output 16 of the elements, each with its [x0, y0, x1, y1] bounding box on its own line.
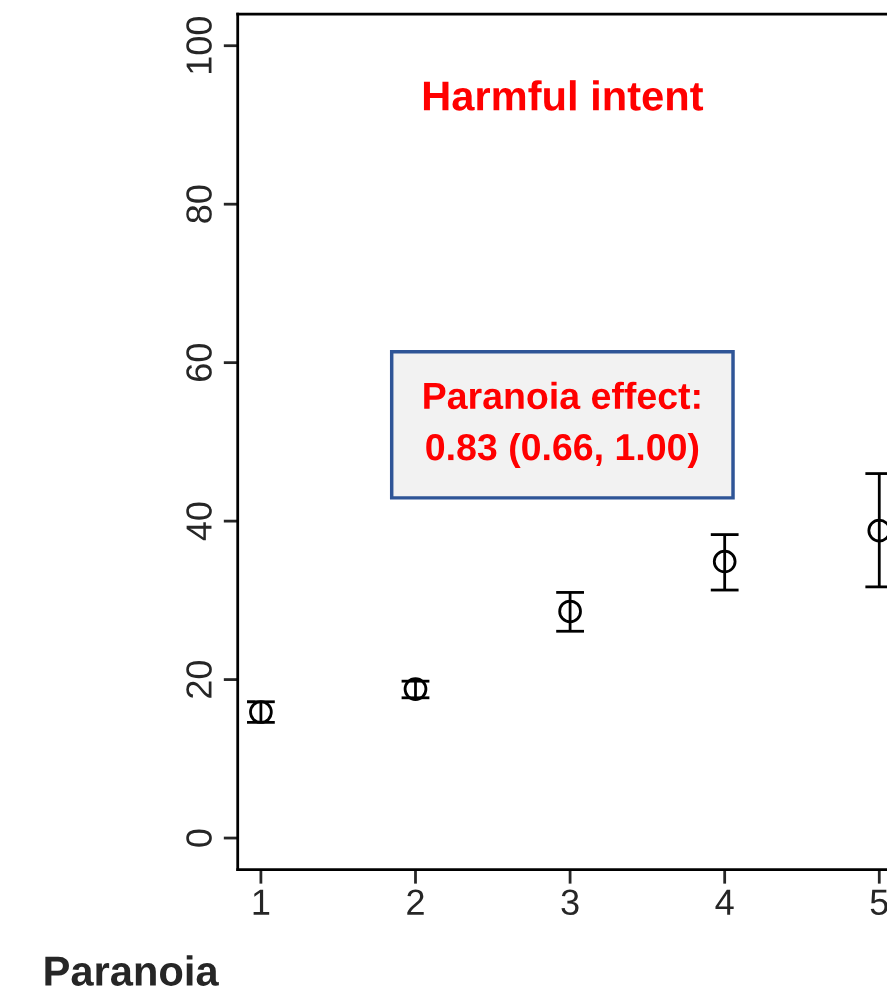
annotation: Paranoia effect: 0.83 (0.66, 1.00) [424, 381, 700, 468]
y-tick-label: 0 [186, 829, 212, 847]
x-axis-title: Paranoia [45, 955, 219, 986]
y-tick-label: 20 [186, 660, 212, 698]
x-tick-label: 4 [715, 889, 734, 915]
y-tick-label: 40 [186, 502, 212, 541]
point [712, 549, 737, 574]
y-tick-label: 80 [186, 185, 212, 223]
y-tick-label: 100 [186, 17, 212, 74]
x-tick-label: 2 [407, 889, 424, 915]
point [558, 599, 582, 624]
x-tick-label: 1 [253, 889, 270, 915]
y-tick-label: 60 [186, 343, 212, 381]
x-tick-label: 5 [870, 889, 887, 916]
text: Harmful intent [423, 80, 704, 111]
x-tick-label: 3 [561, 889, 579, 916]
